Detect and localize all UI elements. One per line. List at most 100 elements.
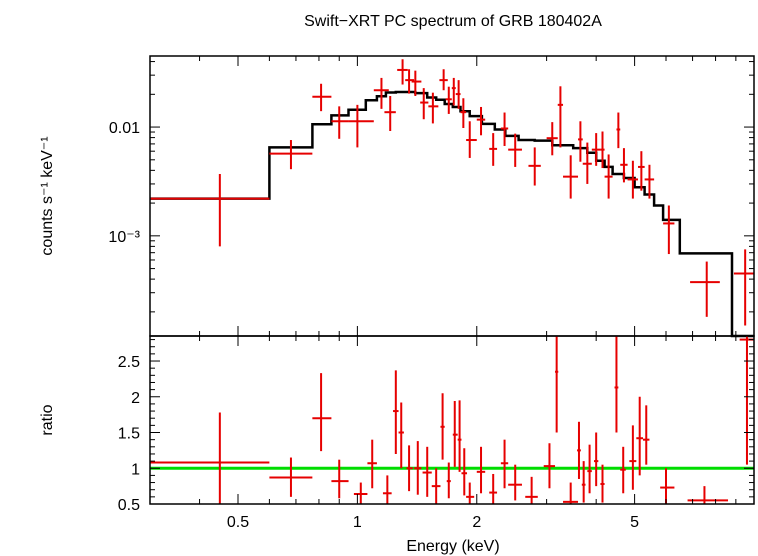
spectrum-data-point-27	[582, 142, 592, 184]
spectrum-data-point-7	[397, 59, 408, 85]
ratio-data-point-21	[500, 439, 509, 489]
ratio-y-tick-label-4: 2.5	[118, 354, 140, 371]
ratio-data-point-25	[555, 336, 559, 433]
x-axis-label: Energy (keV)	[406, 538, 499, 555]
spectrum-data-point-6	[384, 95, 396, 131]
ratio-data-point-8	[398, 402, 404, 469]
ratio-data-point-12	[431, 468, 441, 504]
ratio-y-tick-label-2: 1.5	[118, 426, 140, 443]
spectrum-data-point-9	[411, 70, 422, 96]
spectrum-data-point-23	[546, 122, 558, 156]
spectrum-data-point-35	[644, 164, 655, 199]
ratio-data-point-22	[508, 464, 522, 501]
ratio-y-axis-label: ratio	[39, 404, 56, 435]
spectrum-data-point-8	[405, 69, 415, 94]
ratio-data-point-0	[150, 412, 270, 504]
spectrum-data-point-37	[690, 261, 720, 317]
spectrum-y-axis-label: counts s⁻¹ keV⁻¹	[39, 136, 56, 255]
spectrum-data-point-3	[331, 106, 349, 139]
spectrum-data-point-33	[627, 160, 639, 199]
x-tick-label-0: 0.5	[227, 514, 249, 531]
ratio-y-tick-label-1: 1	[131, 461, 140, 478]
spectrum-data-point-17	[466, 121, 477, 158]
spectrum-data-point-1	[269, 140, 313, 170]
spectrum-data-point-29	[600, 131, 605, 169]
ratio-data-point-4	[353, 482, 368, 504]
spectrum-data-point-21	[508, 133, 522, 167]
ratio-data-layer	[150, 336, 754, 504]
spectrum-plot-frame	[149, 55, 755, 337]
ratio-data-point-16	[457, 400, 462, 472]
spectrum-data-point-24	[557, 86, 564, 148]
ratio-data-point-24	[543, 443, 556, 489]
ratio-data-point-5	[367, 439, 377, 489]
spectrum-data-point-36	[663, 205, 675, 255]
spectrum-data-point-34	[638, 151, 645, 191]
ratio-data-point-7	[393, 370, 399, 454]
ratio-data-point-28	[581, 461, 586, 503]
ratio-y-tick-label-3: 2	[131, 390, 140, 407]
ratio-y-tick-label-0: 0.5	[118, 497, 140, 514]
ratio-panel: 0.5 1 1.5 2 2.5 ratio	[39, 335, 755, 514]
ratio-data-point-23	[525, 476, 538, 504]
spectrum-data-point-26	[578, 121, 583, 162]
ratio-data-point-31	[600, 464, 605, 503]
spectrum-ticks-layer: 0.01 10⁻³	[108, 56, 755, 336]
ratio-data-point-30	[594, 432, 599, 487]
spectrum-data-point-31	[616, 112, 621, 149]
spectrum-data-point-11	[428, 92, 439, 124]
ratio-data-point-32	[614, 336, 619, 433]
x-tick-label-1: 1	[353, 514, 362, 531]
ratio-data-point-3	[331, 459, 349, 499]
spectrum-data-point-0	[150, 174, 270, 247]
spectrum-data-point-16	[460, 98, 467, 129]
spectrum-data-point-10	[420, 88, 429, 120]
spectrum-data-point-4	[348, 104, 374, 148]
ratio-data-point-27	[577, 421, 581, 479]
ratio-data-point-17	[461, 448, 468, 496]
spectrum-data-point-25	[563, 155, 579, 199]
ratio-data-point-34	[629, 425, 637, 490]
x-tick-label-3: 5	[630, 514, 639, 531]
spectrum-model-layer	[150, 90, 754, 338]
ratio-data-point-33	[620, 446, 626, 494]
ratio-data-point-37	[660, 468, 675, 504]
ratio-data-point-14	[446, 462, 451, 499]
spectrum-y-tick-label-0: 0.01	[109, 120, 140, 137]
ratio-data-point-15	[452, 401, 458, 467]
spectrum-data-point-15	[455, 80, 461, 109]
spectrum-data-point-28	[591, 133, 601, 166]
spectrum-data-point-19	[489, 133, 498, 166]
spectrum-data-point-14	[451, 77, 456, 106]
ratio-data-point-6	[382, 475, 392, 504]
ratio-data-point-9	[406, 445, 413, 492]
x-tick-label-2: 2	[472, 514, 481, 531]
spectrum-data-point-38	[733, 249, 754, 326]
spectrum-y-tick-label-1: 10⁻³	[108, 229, 140, 246]
ratio-data-point-35	[636, 396, 644, 476]
spectrum-data-point-30	[604, 154, 613, 199]
ratio-data-point-26	[563, 482, 579, 504]
ratio-data-point-18	[466, 482, 475, 504]
ratio-data-point-1	[269, 457, 313, 497]
ratio-data-point-29	[587, 444, 592, 494]
spectrum-data-point-32	[620, 148, 628, 183]
spectrum-data-point-20	[500, 112, 509, 146]
ratio-data-point-11	[422, 446, 432, 497]
spectrum-data-point-13	[445, 86, 452, 114]
x-tick-labels: 0.5 1 2 5	[227, 514, 639, 531]
ratio-data-point-20	[489, 473, 498, 504]
ratio-data-point-38	[687, 486, 729, 504]
spectrum-data-point-12	[439, 69, 448, 91]
spectrum-data-layer	[150, 59, 754, 326]
ratio-data-point-39	[739, 336, 754, 465]
spectrum-data-point-18	[476, 106, 486, 136]
ratio-ticks-layer: 0.5 1 1.5 2 2.5	[118, 336, 755, 514]
ratio-data-point-2	[312, 373, 332, 452]
ratio-plot-frame	[149, 335, 755, 505]
ratio-data-point-19	[476, 446, 486, 494]
ratio-data-point-10	[414, 441, 422, 495]
spectrum-data-point-5	[373, 77, 389, 109]
spectrum-data-point-2	[312, 83, 332, 112]
